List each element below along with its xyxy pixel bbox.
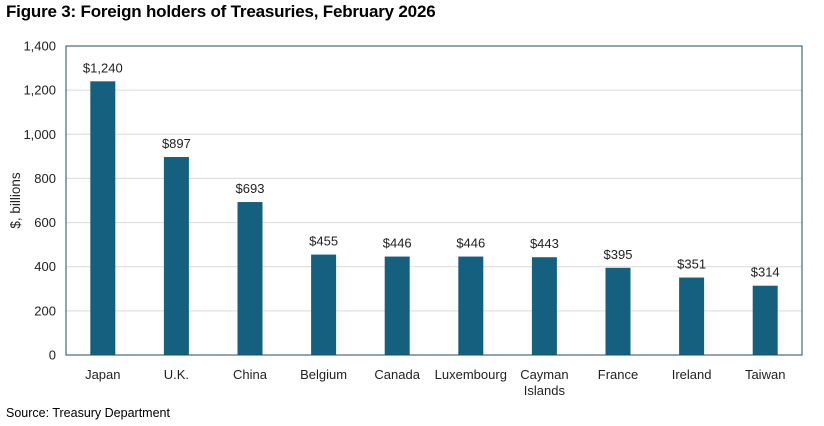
bar	[531, 257, 557, 355]
y-axis-label: $, billions	[8, 172, 23, 229]
y-tick-label: 400	[34, 259, 56, 274]
source-note: Source: Treasury Department	[6, 406, 170, 420]
y-tick-label: 0	[49, 348, 56, 363]
data-label: $446	[456, 236, 485, 251]
x-category-label: Ireland	[672, 367, 712, 382]
y-tick-label: 1,400	[23, 39, 56, 54]
bar	[163, 157, 189, 355]
data-label: $455	[309, 234, 338, 249]
x-category-label: Japan	[85, 367, 120, 382]
y-axis-ticks: 0 200 400 600 800 1,000 1,200 1,400	[23, 39, 56, 363]
bar	[311, 254, 337, 355]
x-category-label: Luxembourg	[435, 367, 507, 382]
data-label: $1,240	[83, 60, 123, 75]
x-category-label: France	[598, 367, 638, 382]
x-category-label: Taiwan	[745, 367, 785, 382]
bar	[605, 267, 631, 355]
data-label: $314	[751, 265, 780, 280]
bar	[90, 81, 116, 356]
data-label: $395	[604, 247, 633, 262]
bars	[90, 81, 778, 356]
data-label: $897	[162, 136, 191, 151]
x-category-label: Canada	[374, 367, 420, 382]
y-tick-label: 800	[34, 171, 56, 186]
x-category-label: China	[233, 367, 268, 382]
bar	[752, 285, 778, 355]
y-tick-label: 200	[34, 303, 56, 318]
y-tick-label: 1,000	[23, 127, 56, 142]
y-tick-label: 1,200	[23, 83, 56, 98]
bar	[458, 256, 484, 355]
plot-frame	[65, 45, 803, 356]
bar	[237, 202, 263, 355]
bar	[384, 256, 410, 355]
figure-title: Figure 3: Foreign holders of Treasuries,…	[6, 2, 436, 21]
data-label: $443	[530, 236, 559, 251]
x-category-label: Belgium	[300, 367, 347, 382]
data-label: $693	[236, 181, 265, 196]
data-label: $351	[677, 257, 706, 272]
x-category-label: U.K.	[164, 367, 189, 382]
bar	[679, 277, 705, 355]
y-tick-label: 600	[34, 215, 56, 230]
data-label: $446	[383, 236, 412, 251]
data-labels: $1,240 $897 $693 $455 $446 $446 $443 $395 $351 $3…	[83, 60, 780, 279]
x-axis-categories: Japan U.K. China Belgium Canada Luxembourg Cay…	[85, 367, 785, 398]
x-category-label: Cayman Islands	[520, 367, 568, 398]
